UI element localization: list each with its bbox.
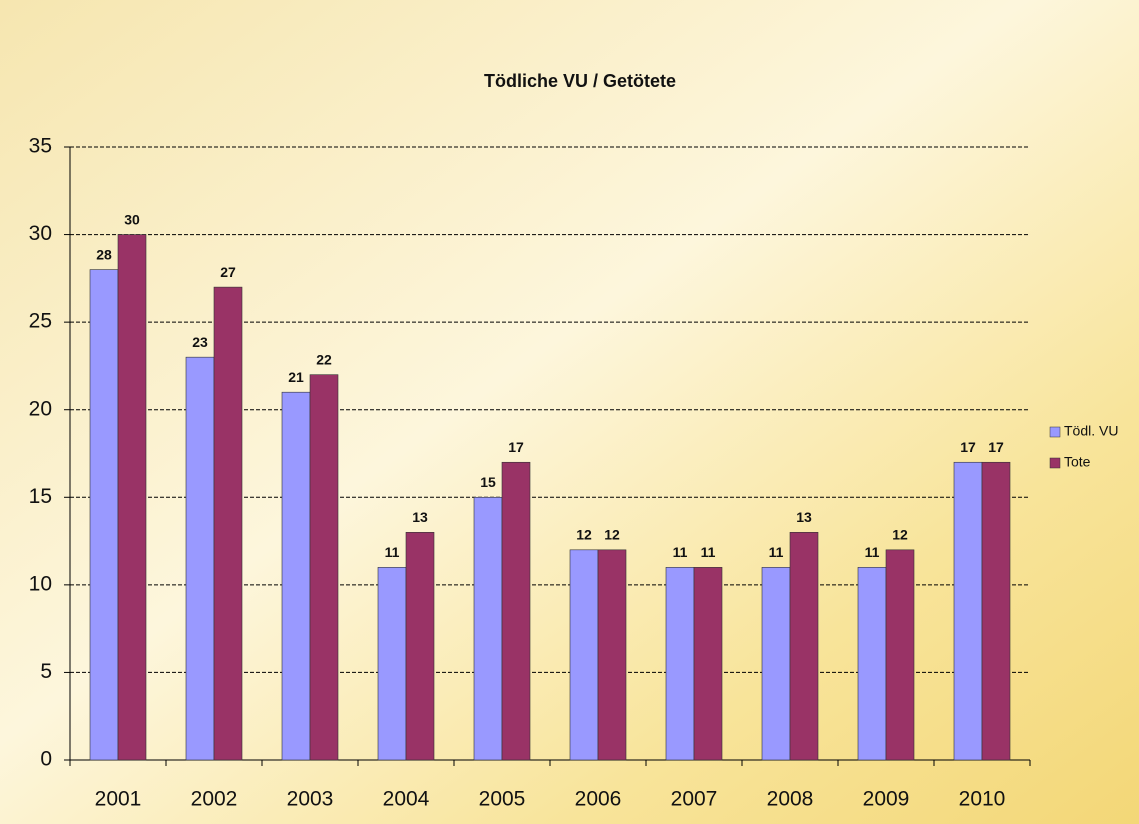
chart-title: Tödliche VU / Getötete xyxy=(484,71,676,91)
x-tick-label: 2004 xyxy=(383,788,430,811)
data-label: 17 xyxy=(960,439,976,455)
bar xyxy=(378,567,406,760)
data-label: 30 xyxy=(124,211,140,227)
bar xyxy=(954,462,982,760)
data-label: 12 xyxy=(604,527,620,543)
data-label: 12 xyxy=(892,527,908,543)
data-label: 11 xyxy=(673,544,688,560)
y-tick-label: 0 xyxy=(40,748,52,771)
y-tick-label: 10 xyxy=(29,572,52,595)
chart: Tödliche VU / Getötete 0 5 10 15 20 25 30 35 200… xyxy=(0,0,1139,824)
bar xyxy=(886,550,914,760)
x-tick-label: 2008 xyxy=(767,788,814,811)
legend-swatch xyxy=(1050,427,1060,437)
data-label: 17 xyxy=(508,439,524,455)
bar xyxy=(982,462,1010,760)
data-label: 11 xyxy=(701,544,716,560)
bar xyxy=(118,235,146,760)
data-label: 11 xyxy=(769,544,784,560)
x-tick-label: 2001 xyxy=(95,788,142,811)
y-tick-label: 25 xyxy=(29,310,52,333)
x-tick-label: 2005 xyxy=(479,788,526,811)
bar xyxy=(598,550,626,760)
bar xyxy=(694,567,722,760)
data-label: 11 xyxy=(385,544,400,560)
x-tick-label: 2007 xyxy=(671,788,718,811)
data-label: 13 xyxy=(796,509,812,525)
x-tick-label: 2003 xyxy=(287,788,334,811)
data-label: 22 xyxy=(316,351,332,367)
bar xyxy=(90,270,118,760)
y-tick-label: 30 xyxy=(29,222,52,245)
bar xyxy=(666,567,694,760)
x-tick-label: 2006 xyxy=(575,788,622,811)
data-label: 21 xyxy=(288,369,304,385)
data-label: 27 xyxy=(220,264,236,280)
y-tick-label: 35 xyxy=(29,135,52,158)
data-label: 12 xyxy=(576,527,592,543)
bar xyxy=(186,357,214,760)
bar xyxy=(790,532,818,760)
page: {"chart_data": {"type": "bar", "title": … xyxy=(0,0,1139,824)
bar xyxy=(474,497,502,760)
data-label: 23 xyxy=(192,334,208,350)
data-label: 13 xyxy=(412,509,428,525)
bar xyxy=(502,462,530,760)
data-label: 17 xyxy=(988,439,1004,455)
bar xyxy=(570,550,598,760)
bar xyxy=(214,287,242,760)
legend-label: Tödl. VU xyxy=(1064,423,1118,439)
data-label: 11 xyxy=(865,544,880,560)
x-tick-label: 2002 xyxy=(191,788,238,811)
y-tick-label: 15 xyxy=(29,485,52,508)
x-tick-label: 2010 xyxy=(959,788,1006,811)
y-tick-label: 20 xyxy=(29,397,52,420)
legend-swatch xyxy=(1050,458,1060,468)
bar xyxy=(406,532,434,760)
bar xyxy=(858,567,886,760)
y-tick-label: 5 xyxy=(40,660,52,683)
bar xyxy=(762,567,790,760)
bar xyxy=(310,375,338,760)
data-label: 28 xyxy=(96,246,112,262)
legend-label: Tote xyxy=(1064,454,1091,470)
bar xyxy=(282,392,310,760)
x-tick-label: 2009 xyxy=(863,788,910,811)
data-label: 15 xyxy=(480,474,496,490)
